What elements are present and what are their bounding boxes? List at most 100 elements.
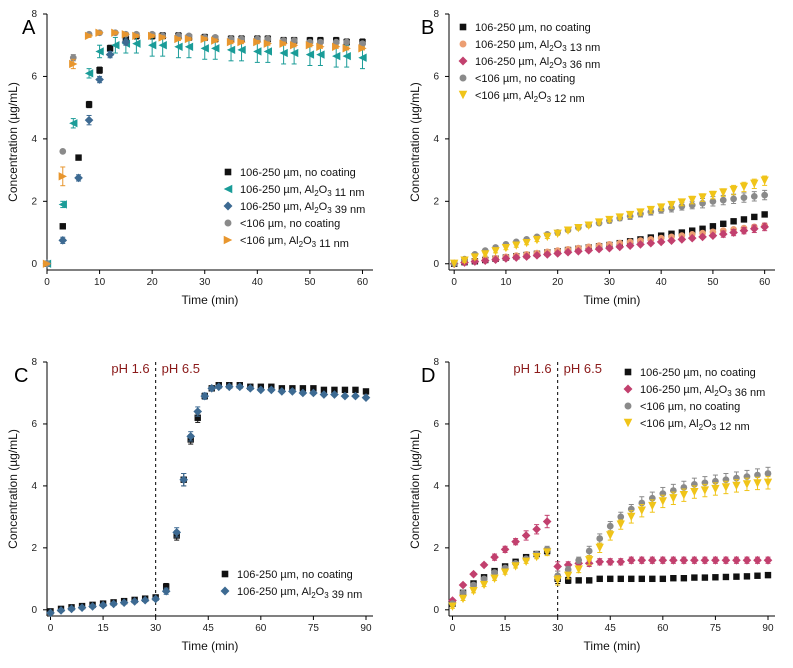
- panel-c-s1-point-11: [161, 586, 171, 596]
- panel-b-s2-point-29: [749, 224, 759, 234]
- panel-d-y-tick-label-3: 6: [433, 419, 439, 430]
- panel-d-s0-point-17: [628, 575, 635, 583]
- panel-d-s2-point-30: [764, 470, 772, 477]
- panel-c-s1-point-4: [88, 602, 97, 611]
- panel-a-s1-point-1: [58, 200, 67, 209]
- panel-d-s1-point-20: [658, 555, 668, 565]
- panel-b-s4-point-10: [553, 229, 562, 238]
- panel-b-s4-point-25: [708, 190, 718, 200]
- panel-d-s3-point-12: [574, 565, 583, 574]
- panel-c-s1-point-32: [361, 393, 371, 402]
- panel-d-s0-point-19: [649, 575, 656, 583]
- panel-b-s0-point-29: [751, 213, 758, 221]
- panel-d-legend-label-2: <106 µm, no coating: [640, 401, 740, 413]
- panel-a-s1-point-10: [174, 42, 183, 51]
- panel-a-s1-point-16: [253, 47, 262, 56]
- panel-b-s4-point-28: [739, 182, 749, 192]
- panel-c-series-1: [46, 382, 371, 618]
- panel-a-s0-point-5: [106, 45, 114, 52]
- panel-b-s3-point-28: [740, 194, 748, 201]
- panel-c-legend-marker-point-0: [221, 570, 229, 578]
- panel-d-s1-point-28: [742, 555, 752, 565]
- panel-b-s4-point-8: [532, 235, 542, 245]
- panel-d-s2-point-12: [575, 556, 583, 564]
- panel-b-y-tick-label-0: 0: [433, 259, 439, 270]
- panel-a-s3-point-21: [317, 38, 324, 46]
- panel-c-s1-point-3: [77, 603, 87, 612]
- panel-d-s0-point-22: [680, 575, 688, 582]
- panel-b-s2-point-9: [542, 250, 552, 259]
- panel-c-legend-label-0: 106-250 µm, no coating: [237, 569, 353, 581]
- panel-d-x-tick-label-6: 90: [762, 623, 774, 634]
- panel-a-s1-point-20: [305, 50, 315, 59]
- panel-a-s4-point-3: [84, 31, 94, 41]
- panel-c-ph-label-1: pH 1.6: [111, 361, 149, 376]
- panel-c-x-tick-label-3: 45: [203, 623, 215, 634]
- panel-c-s1-point-23: [267, 385, 276, 395]
- panel-b-s2-point-7: [522, 252, 531, 261]
- panel-b-s4-point-29: [750, 179, 759, 188]
- panel-c-s1-point-10: [151, 594, 160, 604]
- panel-a-x-tick-label-3: 30: [199, 277, 211, 288]
- panel-b-s2-point-12: [574, 246, 583, 256]
- panel-a-s2-point-4: [95, 75, 104, 84]
- panel-a-legend-entry-2: 106-250 µm, Al2O3 39 nm: [223, 201, 365, 216]
- panel-a-s4-point-24: [358, 44, 367, 53]
- panel-d-s1-point-4: [490, 552, 499, 562]
- panel-c-s1-point-29: [330, 390, 339, 399]
- panel-d-s1-point-2: [469, 569, 478, 579]
- panel-a-s1-point-3: [84, 69, 94, 78]
- panel-a-s4-point-22: [332, 42, 341, 51]
- panel-d-s3-point-16: [616, 520, 625, 529]
- panel-b-s4-point-18: [636, 208, 645, 217]
- panel-d-s3-point-2: [469, 587, 478, 596]
- panel-b-s0-point-26: [720, 220, 727, 227]
- panel-b-s4-point-21: [667, 200, 676, 210]
- panel-d-s0-point-25: [712, 574, 719, 581]
- panel-b-s2-point-15: [605, 243, 614, 253]
- panel-b-s4-point-14: [594, 218, 604, 227]
- panel-c-x-tick-label-0: 0: [48, 623, 54, 634]
- panel-d-s1-point-22: [679, 555, 689, 565]
- panel-c-s0-point-32: [362, 388, 370, 395]
- panel-c-y-tick-label-4: 8: [31, 357, 37, 368]
- panel-a-s1-point-8: [148, 41, 157, 50]
- panel-d-s3-point-7: [521, 557, 531, 566]
- panel-a-x-tick-label-1: 10: [94, 277, 106, 288]
- panel-d-legend-entry-3: <106 µm, Al2O3 12 nm: [623, 418, 750, 433]
- panel-a-legend-label-2: 106-250 µm, Al2O3 39 nm: [240, 201, 365, 216]
- panel-b-s4-point-17: [625, 210, 635, 220]
- panel-d-s0-point-30: [764, 571, 772, 579]
- panel-a-y-label: Concentration (µg/mL): [6, 82, 20, 202]
- panel-a-s1-point-14: [226, 45, 236, 55]
- panel-d-x-label: Time (min): [584, 639, 641, 653]
- panel-d-s3-point-25: [711, 484, 720, 494]
- panel-a-series-2: [42, 37, 131, 269]
- panel-c-s1-point-18: [214, 382, 224, 392]
- panel-b-s4-point-2: [470, 253, 480, 262]
- panel-c-s1-point-0: [46, 608, 55, 618]
- panel-d-legend-marker-point-1: [623, 384, 633, 394]
- panel-c-x-tick-label-6: 90: [360, 623, 372, 634]
- panel-d-s0-point-20: [659, 575, 667, 583]
- panel-d-s1-point-25: [711, 555, 720, 565]
- panel-a-s1-point-22: [332, 51, 341, 61]
- panel-d-s3-point-28: [742, 480, 752, 489]
- panel-a-x-tick-label-2: 20: [147, 277, 159, 288]
- panel-b-y-label: Concentration (µg/mL): [408, 82, 422, 202]
- panel-d-x-tick-label-3: 45: [605, 623, 617, 634]
- panel-c: 0 15 30 45 60 75 90 0 2 4 6 8 Time (min) Concentratio…: [6, 357, 373, 653]
- panel-a-s4-point-8: [148, 31, 157, 41]
- panel-d-ph-label-2: pH 6.5: [564, 361, 602, 376]
- panel-c-letter: C: [14, 365, 28, 387]
- panel-d-s0-point-29: [754, 572, 761, 579]
- panel-b-s2-point-6: [511, 253, 521, 262]
- panel-a-legend-entry-0: 106-250 µm, no coating: [224, 167, 356, 179]
- panel-b-s2-point-27: [729, 228, 738, 237]
- panel-b-s2-point-26: [718, 229, 728, 239]
- panel-a-s2-point-3: [84, 115, 94, 125]
- panel-a-s0-point-2: [75, 154, 82, 161]
- panel-d-s1-point-6: [511, 537, 520, 546]
- panel-c-s1-point-5: [98, 600, 108, 610]
